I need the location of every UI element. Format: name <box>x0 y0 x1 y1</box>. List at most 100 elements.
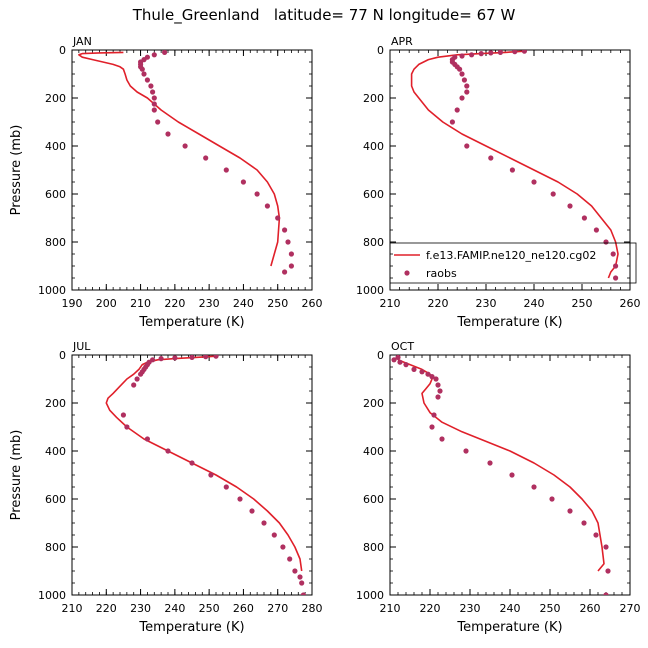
raobs-point <box>138 371 144 377</box>
raobs-point <box>397 359 403 365</box>
y-tick-label: 0 <box>59 349 66 362</box>
raobs-point <box>463 448 469 454</box>
raobs-point <box>285 239 291 245</box>
raobs-point <box>292 568 298 574</box>
y-tick-label: 200 <box>363 397 384 410</box>
raobs-point <box>131 382 137 388</box>
raobs-point <box>203 355 209 360</box>
y-tick-label: 1000 <box>38 589 66 602</box>
y-tick-label: 800 <box>363 541 384 554</box>
raobs-point <box>124 424 130 430</box>
x-tick-label: 200 <box>96 297 117 310</box>
raobs-point <box>254 191 260 197</box>
y-axis-label: Pressure (mb) <box>9 125 24 216</box>
panel-jul: 210 220 230 240 250 260 270 280 0 200 400 600 800 100… <box>9 340 323 635</box>
raobs-point <box>139 66 145 72</box>
raobs-point <box>433 376 439 382</box>
raobs-point <box>282 227 288 233</box>
x-tick-label: 210 <box>130 297 151 310</box>
raobs-point <box>435 382 441 388</box>
raobs-point <box>120 412 126 418</box>
raobs-point <box>151 52 157 58</box>
raobs-point <box>464 143 470 149</box>
raobs-point <box>155 119 161 125</box>
raobs-point <box>509 167 515 173</box>
raobs-point <box>151 107 157 113</box>
x-tick-label: 220 <box>164 297 185 310</box>
raobs-point <box>237 496 243 502</box>
y-tick-label: 400 <box>363 445 384 458</box>
x-tick-label: 220 <box>420 602 441 615</box>
x-tick-label: 190 <box>62 297 83 310</box>
y-tick-label: 0 <box>377 44 384 57</box>
raobs-point <box>429 374 435 380</box>
x-tick-label: 230 <box>199 297 220 310</box>
x-tick-label: 260 <box>233 602 254 615</box>
raobs-point <box>261 520 267 526</box>
raobs-point <box>297 574 303 580</box>
raobs-point <box>549 496 555 502</box>
plot-data <box>78 50 294 275</box>
plot-frame <box>71 49 313 291</box>
y-tick-label: 600 <box>363 188 384 201</box>
raobs-point <box>454 107 460 113</box>
raobs-point <box>299 580 305 586</box>
plot-data <box>410 50 619 281</box>
y-tick-label: 800 <box>45 236 66 249</box>
raobs-point <box>134 376 140 382</box>
raobs-point <box>165 131 171 137</box>
y-tick-label: 800 <box>45 541 66 554</box>
y-tick-label: 200 <box>45 92 66 105</box>
x-tick-label: 230 <box>460 602 481 615</box>
raobs-point <box>531 484 537 490</box>
x-tick-label: 260 <box>302 297 323 310</box>
raobs-point <box>435 394 441 400</box>
panel-oct: 210 220 230 240 250 260 270 0 200 400 600 800 1000 OC… <box>356 340 641 635</box>
x-axis-label: Temperature (K) <box>456 315 562 330</box>
raobs-point <box>550 191 556 197</box>
x-tick-label: 270 <box>620 602 641 615</box>
x-tick-label: 250 <box>540 602 561 615</box>
raobs-point <box>189 355 195 360</box>
panel-label: APR <box>391 35 413 48</box>
raobs-point <box>280 544 286 550</box>
raobs-point <box>464 83 470 89</box>
y-axis-label: Pressure (mb) <box>9 430 24 521</box>
raobs-point <box>512 50 518 55</box>
raobs-point <box>457 66 463 72</box>
plot-data <box>105 355 306 595</box>
panel-label: JAN <box>72 35 92 48</box>
raobs-point <box>593 532 599 538</box>
raobs-point <box>437 388 443 394</box>
raobs-point <box>429 424 435 430</box>
raobs-point <box>213 355 219 359</box>
raobs-point <box>488 50 494 56</box>
x-tick-label: 270 <box>267 602 288 615</box>
x-tick-label: 250 <box>267 297 288 310</box>
figure-title: Thule_Greenland latitude= 77 N longitude… <box>132 6 516 24</box>
raobs-point <box>172 355 178 361</box>
x-axis-label: Temperature (K) <box>138 620 244 635</box>
x-tick-label: 260 <box>620 297 641 310</box>
x-tick-label: 250 <box>199 602 220 615</box>
raobs-point <box>488 155 494 161</box>
x-tick-label: 260 <box>580 602 601 615</box>
raobs-point <box>158 356 164 362</box>
raobs-point <box>162 50 168 55</box>
raobs-point <box>189 460 195 466</box>
x-tick-label: 220 <box>96 602 117 615</box>
y-tick-label: 200 <box>363 92 384 105</box>
raobs-point <box>567 508 573 514</box>
y-tick-label: 400 <box>363 140 384 153</box>
raobs-point <box>431 412 437 418</box>
y-tick-label: 1000 <box>38 284 66 297</box>
raobs-point <box>249 508 255 514</box>
x-tick-label: 280 <box>302 602 323 615</box>
raobs-point <box>148 83 154 89</box>
y-tick-label: 600 <box>363 493 384 506</box>
x-tick-label: 240 <box>500 602 521 615</box>
y-tick-label: 0 <box>377 349 384 362</box>
raobs-point <box>144 77 150 83</box>
series-line-model <box>78 51 281 267</box>
